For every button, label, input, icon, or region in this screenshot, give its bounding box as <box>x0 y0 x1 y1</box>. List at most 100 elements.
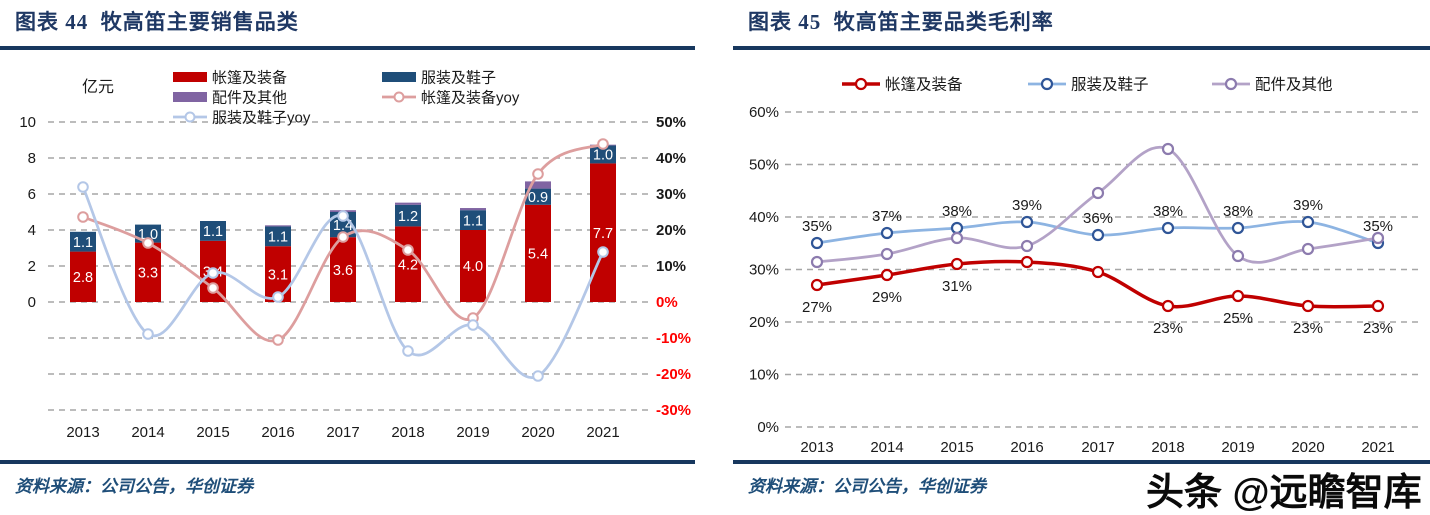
svg-text:配件及其他: 配件及其他 <box>1255 76 1333 94</box>
svg-text:35%: 35% <box>802 218 832 235</box>
svg-text:7.7: 7.7 <box>593 226 613 242</box>
svg-text:2.8: 2.8 <box>73 270 93 286</box>
svg-text:40%: 40% <box>749 209 779 226</box>
svg-text:4: 4 <box>28 222 36 239</box>
svg-text:2013: 2013 <box>66 424 99 441</box>
right-axis-labels: 50% 40% 30% 20% 10% 0% -10% -20% -30% <box>656 114 691 419</box>
yoy-line-帐篷及装备yoy <box>77 138 609 346</box>
figure-44-panel: 图表 44 牧高笛主要销售品类 10 8 6 4 2 0 50% 40% 30% 20% 10% 0%… <box>0 0 695 515</box>
svg-text:10%: 10% <box>749 367 779 384</box>
margin-line-配件及其他 <box>810 142 1385 269</box>
bar-服装及鞋子-2019 <box>460 210 486 230</box>
svg-text:30%: 30% <box>656 186 686 203</box>
svg-text:23%: 23% <box>1363 320 1393 337</box>
figure-45-bottom-divider <box>733 460 1430 464</box>
svg-text:20%: 20% <box>656 222 686 239</box>
svg-text:3.1: 3.1 <box>268 267 288 283</box>
watermark: 头条 @远瞻智库 <box>1146 472 1422 514</box>
svg-text:4.0: 4.0 <box>463 259 483 275</box>
svg-text:10%: 10% <box>656 258 686 275</box>
bar-服装及鞋子-2014 <box>135 224 161 243</box>
svg-text:0%: 0% <box>757 419 779 436</box>
svg-text:-10%: -10% <box>656 330 691 347</box>
svg-text:0%: 0% <box>656 294 678 311</box>
svg-text:帐篷及装备: 帐篷及装备 <box>212 69 287 87</box>
sales-by-category-chart: 10 8 6 4 2 0 50% 40% 30% 20% 10% 0% -10% -20% -30% 亿元 2.… <box>19 69 691 442</box>
bar-服装及鞋子-2020 <box>525 188 551 205</box>
svg-text:服装及鞋子: 服装及鞋子 <box>1071 76 1149 94</box>
svg-text:23%: 23% <box>1293 320 1323 337</box>
margin-line-服装及鞋子 <box>810 215 1385 250</box>
svg-text:1.1: 1.1 <box>73 235 93 251</box>
bar-服装及鞋子-2015 <box>200 221 226 241</box>
svg-text:50%: 50% <box>749 157 779 174</box>
svg-text:服装及鞋子: 服装及鞋子 <box>421 70 496 87</box>
svg-text:2015: 2015 <box>940 439 973 456</box>
svg-text:20%: 20% <box>749 314 779 331</box>
bar-服装及鞋子-2016 <box>265 226 291 247</box>
svg-text:6: 6 <box>28 186 36 203</box>
svg-text:2: 2 <box>28 258 36 275</box>
legend-item-服装及鞋子: 服装及鞋子 <box>1028 76 1149 94</box>
svg-text:3.3: 3.3 <box>138 266 158 282</box>
svg-text:2021: 2021 <box>1361 439 1394 456</box>
bar-帐篷及装备-2021 <box>590 163 616 302</box>
bar-服装及鞋子-2021 <box>590 145 616 164</box>
svg-text:亿元: 亿元 <box>82 78 114 96</box>
svg-text:服装及鞋子yoy: 服装及鞋子yoy <box>212 110 311 127</box>
bar-配件及其他-2020 <box>525 181 551 189</box>
svg-text:2017: 2017 <box>326 424 359 441</box>
svg-text:2019: 2019 <box>1221 439 1254 456</box>
legend-item-配件及其他: 配件及其他 <box>173 90 287 107</box>
svg-text:1.2: 1.2 <box>398 209 418 225</box>
svg-text:1.0: 1.0 <box>138 227 158 243</box>
x-axis-labels: 2013 2014 2015 2016 2017 2018 2019 2020 2021 <box>800 439 1394 456</box>
svg-text:40%: 40% <box>656 150 686 167</box>
svg-text:35%: 35% <box>1363 218 1393 235</box>
svg-text:37%: 37% <box>872 208 902 225</box>
svg-text:2016: 2016 <box>261 424 294 441</box>
svg-text:8: 8 <box>28 150 36 167</box>
svg-text:30%: 30% <box>749 262 779 279</box>
svg-text:39%: 39% <box>1293 197 1323 214</box>
bar-帐篷及装备-2018 <box>395 226 421 302</box>
svg-text:31%: 31% <box>942 278 972 295</box>
svg-text:0: 0 <box>28 294 36 311</box>
figure-45-panel: 图表 45 牧高笛主要品类毛利率 60% 50% 40% 30% 20% 10% 0% 35%… <box>733 0 1430 515</box>
bar-配件及其他-2018 <box>395 202 421 205</box>
svg-text:2016: 2016 <box>1010 439 1043 456</box>
svg-text:50%: 50% <box>656 114 686 131</box>
figure-45-title: 图表 45 牧高笛主要品类毛利率 <box>748 10 1054 34</box>
svg-text:2020: 2020 <box>521 424 554 441</box>
svg-text:2014: 2014 <box>131 424 164 441</box>
svg-text:10: 10 <box>19 114 36 131</box>
svg-text:38%: 38% <box>942 203 972 220</box>
left-axis-unit-label: 亿元 <box>82 78 114 96</box>
svg-text:2015: 2015 <box>196 424 229 441</box>
svg-text:23%: 23% <box>1153 320 1183 337</box>
svg-text:帐篷及装备yoy: 帐篷及装备yoy <box>421 89 520 107</box>
legend: 帐篷及装备 服装及鞋子 配件及其他 <box>842 75 1333 94</box>
gridlines <box>785 111 1422 428</box>
yoy-line-服装及鞋子yoy <box>77 181 609 382</box>
svg-text:-30%: -30% <box>656 402 691 419</box>
svg-text:1.1: 1.1 <box>268 230 288 246</box>
legend-item-帐篷及装备yoy: 帐篷及装备yoy <box>382 89 520 107</box>
svg-text:38%: 38% <box>1223 203 1253 220</box>
figure-44-title: 图表 44 牧高笛主要销售品类 <box>15 10 299 34</box>
gross-margin-chart: 60% 50% 40% 30% 20% 10% 0% 35% 37% 38% 39% 36% 38% 38… <box>749 75 1422 456</box>
legend-item-配件及其他: 配件及其他 <box>1212 76 1333 94</box>
svg-text:2021: 2021 <box>586 424 619 441</box>
left-axis-labels: 10 8 6 4 2 0 <box>19 114 36 311</box>
svg-text:1.0: 1.0 <box>593 148 613 164</box>
svg-text:0.9: 0.9 <box>528 190 548 206</box>
svg-text:38%: 38% <box>1153 203 1183 220</box>
figure-44-source: 资料来源：公司公告，华创证券 <box>15 477 253 496</box>
svg-text:4.2: 4.2 <box>398 257 418 273</box>
margin-labels-服装及鞋子: 35% 37% 38% 39% 36% 38% 38% 39% 35% <box>802 197 1393 235</box>
svg-text:27%: 27% <box>802 299 832 316</box>
svg-text:2018: 2018 <box>1151 439 1184 456</box>
svg-text:2019: 2019 <box>456 424 489 441</box>
